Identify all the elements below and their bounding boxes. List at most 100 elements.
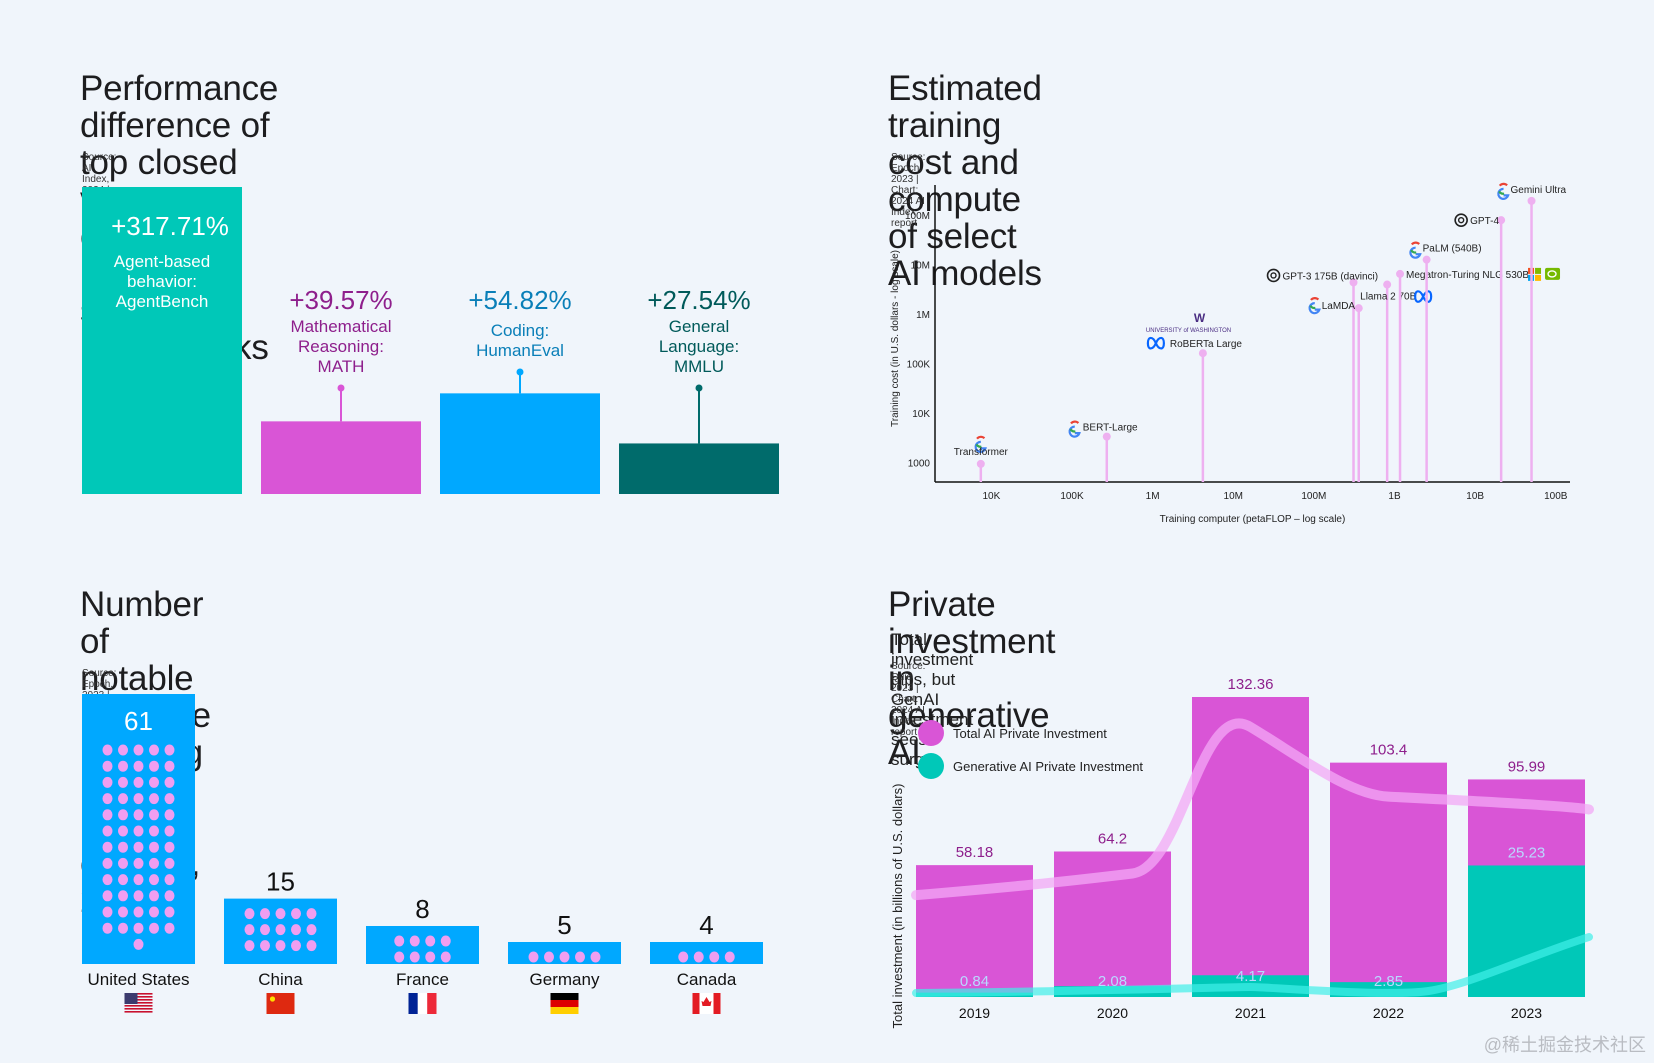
model-dot bbox=[102, 922, 113, 934]
openai-icon-ring bbox=[1266, 268, 1281, 283]
red bbox=[550, 1000, 579, 1007]
model-dot bbox=[164, 890, 175, 902]
country-value: 8 bbox=[415, 894, 429, 924]
model-dot bbox=[118, 874, 128, 886]
google-icon-red bbox=[1410, 241, 1420, 246]
x-tick-label: 100K bbox=[1060, 491, 1084, 502]
x-tick-label: 10K bbox=[982, 491, 1000, 502]
genai-value-label: 0.84 bbox=[960, 973, 989, 990]
france-flag-icon bbox=[408, 993, 437, 1014]
model-dot bbox=[164, 776, 175, 788]
point-label: GPT-3 175B (davinci) bbox=[1283, 271, 1379, 282]
ms-green bbox=[1535, 267, 1542, 274]
model-dot bbox=[118, 776, 128, 788]
model-dot bbox=[149, 809, 159, 821]
china-flag-icon bbox=[266, 993, 295, 1014]
x-tick-label: 1M bbox=[1146, 491, 1160, 502]
us-flag-icon bbox=[124, 993, 153, 1013]
model-dot bbox=[425, 951, 436, 963]
canada-flag-icon bbox=[692, 993, 721, 1014]
year-label: 2020 bbox=[1097, 1005, 1128, 1021]
model-dot bbox=[133, 809, 144, 821]
model-dot bbox=[544, 951, 554, 963]
google-icon bbox=[1497, 182, 1510, 200]
model-dot bbox=[149, 874, 159, 886]
total-value-label: 103.4 bbox=[1370, 742, 1408, 759]
stripe bbox=[124, 1008, 153, 1010]
model-dot bbox=[102, 793, 113, 805]
bar-1 bbox=[261, 421, 421, 494]
category-label: Mathematical bbox=[290, 317, 391, 336]
model-dot bbox=[133, 938, 144, 950]
total-value-label: 64.2 bbox=[1098, 830, 1127, 847]
model-dot bbox=[102, 841, 113, 853]
model-dot bbox=[118, 760, 128, 772]
model-dot bbox=[149, 776, 159, 788]
category-label: AgentBench bbox=[116, 292, 209, 311]
google-icon-red bbox=[1070, 420, 1080, 425]
category-label: Agent-based bbox=[114, 252, 210, 271]
field bbox=[266, 993, 295, 1014]
category-label: General bbox=[669, 317, 729, 336]
model-dot bbox=[164, 809, 175, 821]
model-dot bbox=[164, 922, 175, 934]
model-dot bbox=[133, 760, 144, 772]
google-icon-green bbox=[1309, 304, 1316, 310]
openai-icon-core bbox=[1457, 216, 1465, 224]
point-label: PaLM (540B) bbox=[1423, 244, 1482, 255]
model-dot bbox=[164, 874, 175, 886]
total-value-label: 58.18 bbox=[956, 844, 994, 861]
google-icon-green bbox=[1498, 190, 1505, 195]
y-axis-label: Total investment (in billions of U.S. do… bbox=[890, 784, 905, 1029]
model-dot bbox=[164, 744, 175, 756]
training-cost-title-line1: Estimated training cost and compute bbox=[888, 69, 1042, 219]
google-icon bbox=[974, 435, 987, 453]
model-dot bbox=[244, 924, 255, 936]
google-icon-red bbox=[976, 435, 986, 440]
model-dot bbox=[149, 857, 159, 869]
country-bar bbox=[650, 942, 763, 964]
genai-value-label: 25.23 bbox=[1508, 844, 1546, 861]
data-point bbox=[1396, 269, 1405, 278]
model-dot bbox=[709, 951, 720, 963]
meta-icon bbox=[1414, 290, 1433, 303]
bar-2 bbox=[440, 393, 600, 494]
model-dot bbox=[118, 793, 128, 805]
model-dot bbox=[244, 908, 255, 920]
point-label: Megatron-Turing NLG 530B bbox=[1406, 270, 1529, 281]
stripe bbox=[124, 1002, 153, 1004]
google-icon bbox=[1068, 420, 1081, 438]
model-dot bbox=[149, 906, 159, 918]
x-axis-label: Training computer (petaFLOP – log scale) bbox=[1160, 514, 1346, 525]
model-dot bbox=[409, 935, 420, 947]
genai-value-label: 2.08 bbox=[1098, 973, 1127, 990]
model-dot bbox=[118, 825, 128, 837]
google-icon-arc bbox=[1497, 187, 1510, 200]
model-dot bbox=[260, 924, 270, 936]
model-dot bbox=[133, 922, 144, 934]
stripe bbox=[124, 996, 153, 998]
model-dot bbox=[590, 951, 601, 963]
model-dot bbox=[394, 951, 405, 963]
model-dot bbox=[102, 857, 113, 869]
y-tick-label: 100K bbox=[907, 359, 931, 370]
model-dot bbox=[149, 922, 159, 934]
y-tick-label: 10M bbox=[911, 260, 930, 271]
total-value-label: 95.99 bbox=[1508, 758, 1546, 775]
model-dot bbox=[394, 935, 405, 947]
canton bbox=[124, 993, 138, 1004]
model-dot bbox=[133, 857, 144, 869]
investment-chart: Total investment (in billions of U.S. do… bbox=[890, 676, 1594, 1029]
model-dot bbox=[164, 760, 175, 772]
model-dot bbox=[102, 906, 113, 918]
x-tick-label: 100M bbox=[1301, 491, 1326, 502]
gold bbox=[550, 1007, 579, 1014]
model-dot bbox=[275, 940, 286, 952]
google-icon-green bbox=[1069, 428, 1076, 433]
model-dot bbox=[260, 908, 270, 920]
model-dot bbox=[724, 951, 735, 963]
legend-swatch bbox=[918, 753, 944, 779]
model-dot bbox=[678, 951, 689, 963]
data-point bbox=[976, 459, 985, 468]
category-label: HumanEval bbox=[476, 341, 564, 360]
